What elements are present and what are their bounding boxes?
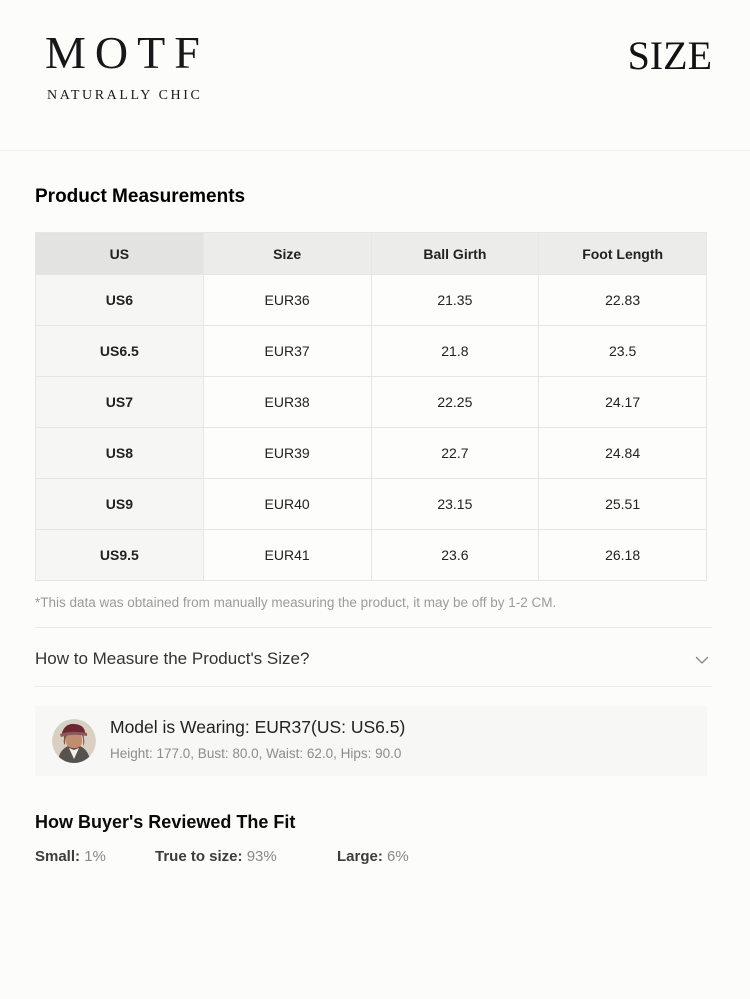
table-row: US9 EUR40 23.15 25.51 xyxy=(35,478,707,530)
fit-item-label: Large xyxy=(337,848,378,865)
table-cell: US6 xyxy=(35,274,204,326)
table-cell: EUR41 xyxy=(202,529,372,581)
model-wearing-title: Model is Wearing: EUR37(US: US6.5) xyxy=(110,717,406,737)
table-cell: US9 xyxy=(35,478,204,530)
table-cell: 26.18 xyxy=(538,529,707,581)
fit-item-separator: : xyxy=(75,848,81,865)
fit-item-separator: : xyxy=(237,848,243,865)
model-body-stats: Height: 177.0, Bust: 80.0, Waist: 62.0, … xyxy=(110,746,402,761)
page-title: SIZE xyxy=(627,33,712,78)
table-cell: US7 xyxy=(35,376,204,428)
header-divider xyxy=(0,150,750,151)
fit-item-value: 93% xyxy=(246,848,277,865)
how-to-measure-label: How to Measure the Product's Size? xyxy=(35,649,310,668)
table-cell: EUR37 xyxy=(202,325,372,377)
table-row: US7 EUR38 22.25 24.17 xyxy=(35,376,707,428)
table-row: US8 EUR39 22.7 24.84 xyxy=(35,427,707,479)
table-cell: EUR39 xyxy=(202,427,372,479)
product-measurements-title: Product Measurements xyxy=(35,186,246,207)
table-cell: 22.25 xyxy=(370,376,540,428)
size-table: US Size Ball Girth Foot Length US6 EUR36… xyxy=(35,232,707,581)
table-header-cell-us: US xyxy=(35,232,204,275)
table-header-cell-foot-length: Foot Length xyxy=(538,232,707,275)
table-cell: 24.84 xyxy=(538,427,707,479)
fit-item-label: Small xyxy=(35,848,76,865)
table-row: US6 EUR36 21.35 22.83 xyxy=(35,274,707,326)
table-cell: 24.17 xyxy=(538,376,707,428)
fit-item-true-to-size: True to size: 93% xyxy=(155,848,277,865)
fit-item-separator: : xyxy=(377,848,383,865)
chevron-down-icon[interactable] xyxy=(694,652,710,668)
table-cell: 23.6 xyxy=(370,529,540,581)
divider xyxy=(35,627,712,628)
table-cell: EUR40 xyxy=(202,478,372,530)
measurement-footnote: *This data was obtained from manually me… xyxy=(35,595,557,610)
table-cell: 25.51 xyxy=(538,478,707,530)
table-cell: 23.5 xyxy=(538,325,707,377)
fit-item-label: True to size xyxy=(155,848,238,865)
table-cell: 21.35 xyxy=(370,274,540,326)
model-info-card: Model is Wearing: EUR37(US: US6.5) Heigh… xyxy=(35,706,707,776)
table-cell: EUR36 xyxy=(202,274,372,326)
table-header-cell-size: Size xyxy=(202,232,372,275)
fit-item-value: 1% xyxy=(84,848,106,865)
fit-review-title: How Buyer's Reviewed The Fit xyxy=(35,812,296,832)
fit-item-small: Small: 1% xyxy=(35,848,106,865)
brand-header: MOTF NATURALLY CHIC SIZE xyxy=(0,0,750,151)
table-header-row: US Size Ball Girth Foot Length xyxy=(35,232,707,275)
table-row: US9.5 EUR41 23.6 26.18 xyxy=(35,529,707,581)
divider xyxy=(35,686,712,687)
fit-item-large: Large: 6% xyxy=(337,848,409,865)
table-cell: EUR38 xyxy=(202,376,372,428)
table-cell: 23.15 xyxy=(370,478,540,530)
table-header-cell-ball-girth: Ball Girth xyxy=(370,232,540,275)
table-cell: US9.5 xyxy=(35,529,204,581)
table-cell: 22.83 xyxy=(538,274,707,326)
table-cell: US6.5 xyxy=(35,325,204,377)
table-cell: 21.8 xyxy=(370,325,540,377)
table-cell: US8 xyxy=(35,427,204,479)
how-to-measure-accordion[interactable]: How to Measure the Product's Size? xyxy=(35,645,712,673)
fit-review-row: Small: 1% True to size: 93% Large: 6% xyxy=(35,848,675,870)
brand-tagline: NATURALLY CHIC xyxy=(47,88,203,103)
table-row: US6.5 EUR37 21.8 23.5 xyxy=(35,325,707,377)
fit-item-value: 6% xyxy=(387,848,409,865)
brand-logo: MOTF xyxy=(45,27,209,78)
model-avatar-image xyxy=(52,719,96,763)
table-cell: 22.7 xyxy=(370,427,540,479)
